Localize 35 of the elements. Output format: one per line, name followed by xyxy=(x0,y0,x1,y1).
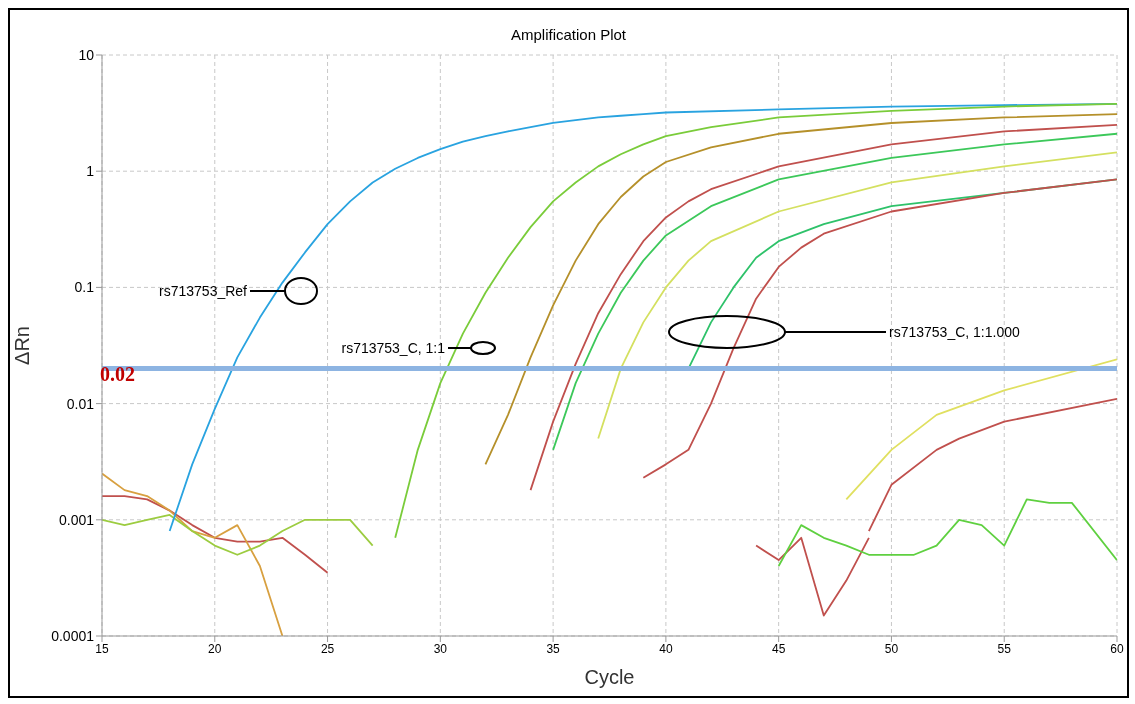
y-tick-label: 0.1 xyxy=(74,279,95,296)
line-series xyxy=(867,397,1117,532)
line-series xyxy=(777,498,1117,567)
x-tick-label: 40 xyxy=(659,641,673,656)
line-series xyxy=(102,514,374,556)
x-tick-label: 30 xyxy=(433,641,448,656)
annotation: rs713753_C, 1:1 xyxy=(341,340,446,356)
x-tick-label: 50 xyxy=(884,641,899,656)
x-tick-label: 45 xyxy=(771,641,786,656)
line-series xyxy=(529,124,1117,492)
line-series xyxy=(597,151,1117,440)
x-tick-label: 55 xyxy=(997,641,1012,656)
x-tick-label: 60 xyxy=(1110,641,1124,656)
y-tick-label: 0.001 xyxy=(58,511,95,528)
line-series xyxy=(102,472,284,636)
line-series xyxy=(755,536,870,617)
y-tick-label: 0.0001 xyxy=(51,627,95,644)
line-series xyxy=(642,178,1117,479)
line-series xyxy=(102,495,329,574)
x-tick-label: 35 xyxy=(546,641,561,656)
line-series xyxy=(484,113,1117,466)
line-series xyxy=(552,132,1117,451)
x-tick-label: 25 xyxy=(320,641,335,656)
annotation: rs713753_Ref xyxy=(159,283,248,299)
annotation: rs713753_C, 1:1.000 xyxy=(889,324,1020,340)
y-tick-label: 10 xyxy=(78,46,95,63)
chart-title: Amplification Plot xyxy=(509,26,628,43)
x-axis-title: Cycle xyxy=(584,666,635,688)
ref-line-label: 0.02 xyxy=(100,362,135,385)
y-tick-label: 1 xyxy=(86,163,95,180)
x-tick-label: 15 xyxy=(95,641,109,656)
x-tick-label: 20 xyxy=(208,641,222,656)
y-tick-label: 0.01 xyxy=(66,395,95,412)
line-series xyxy=(845,358,1117,501)
y-axis-title: ΔRn xyxy=(11,326,34,365)
